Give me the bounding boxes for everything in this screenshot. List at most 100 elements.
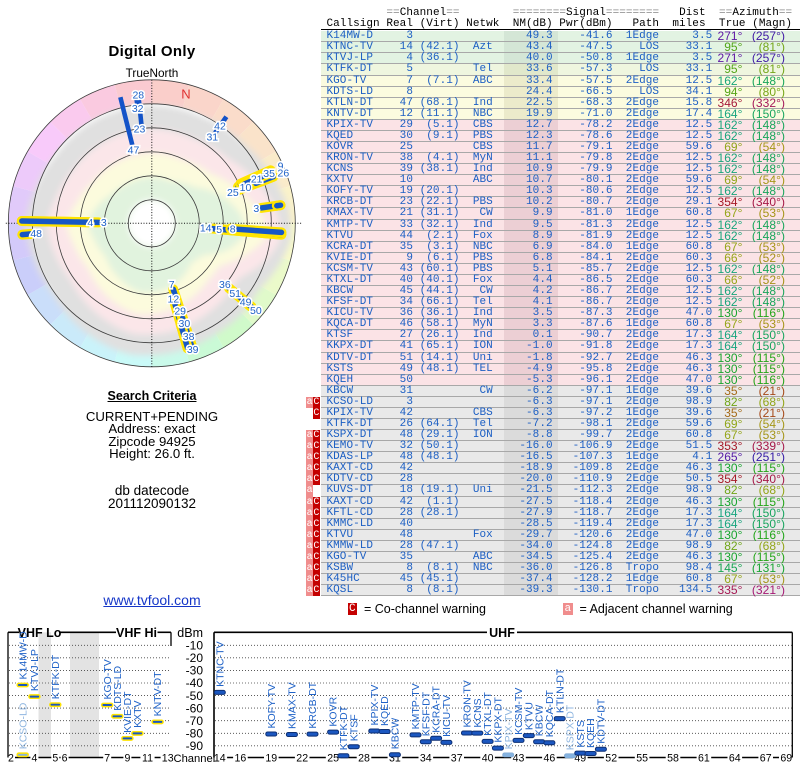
svg-text:7: 7 <box>104 752 110 764</box>
svg-text:16: 16 <box>235 752 247 764</box>
svg-text:KQED: KQED <box>379 696 391 726</box>
svg-text:TrueNorth: TrueNorth <box>126 66 179 80</box>
svg-text:31: 31 <box>206 132 218 144</box>
svg-text:9: 9 <box>278 161 284 173</box>
svg-text:KRON-TV: KRON-TV <box>462 680 474 727</box>
svg-text:35: 35 <box>263 168 275 180</box>
svg-text:KTFK-DT: KTFK-DT <box>50 654 62 699</box>
svg-text:KTXL-DT: KTXL-DT <box>482 692 494 736</box>
svg-text:KNTV-DT: KNTV-DT <box>152 671 164 717</box>
svg-text:32: 32 <box>132 103 144 115</box>
svg-text:5: 5 <box>216 224 222 236</box>
svg-text:25: 25 <box>227 187 239 199</box>
svg-text:KDTV-DT: KDTV-DT <box>596 698 608 744</box>
svg-text:58: 58 <box>667 752 679 764</box>
svg-text:14: 14 <box>214 752 226 764</box>
svg-text:50: 50 <box>250 305 262 317</box>
svg-text:KDTS-LD: KDTS-LD <box>112 665 124 710</box>
svg-text:64: 64 <box>729 752 741 764</box>
svg-text:KCSM-TV: KCSM-TV <box>513 688 525 735</box>
svg-text:KOVR: KOVR <box>328 696 340 726</box>
svg-text:Channel: Channel <box>174 753 216 765</box>
svg-text:KXTV: KXTV <box>132 700 144 727</box>
svg-text:12: 12 <box>168 293 180 305</box>
svg-text:K14MW-D: K14MW-D <box>17 631 29 680</box>
svg-text:37: 37 <box>451 752 463 764</box>
svg-text:KICU-TV: KICU-TV <box>441 695 453 737</box>
svg-text:-50: -50 <box>186 689 204 703</box>
svg-text:3: 3 <box>101 217 107 229</box>
svg-text:13: 13 <box>162 752 174 764</box>
svg-text:36: 36 <box>219 279 231 291</box>
svg-text:KPIX-TV: KPIX-TV <box>369 685 381 726</box>
svg-text:KTVJ-LP: KTVJ-LP <box>29 649 41 691</box>
svg-text:KOFY-TV: KOFY-TV <box>266 684 278 729</box>
svg-text:-70: -70 <box>186 714 204 728</box>
svg-text:29: 29 <box>174 305 186 317</box>
svg-text:dBm: dBm <box>177 626 203 640</box>
svg-text:KPIX-TV: KPIX-TV <box>503 709 515 750</box>
svg-text:-90: -90 <box>186 739 204 753</box>
svg-text:-40: -40 <box>186 676 204 690</box>
svg-text:KBCW: KBCW <box>390 718 402 750</box>
svg-text:47: 47 <box>128 144 140 156</box>
svg-text:KGO-TV: KGO-TV <box>102 659 114 699</box>
svg-text:11: 11 <box>142 752 153 764</box>
svg-text:-10: -10 <box>186 639 204 653</box>
svg-text:-60: -60 <box>186 701 204 715</box>
svg-text:6: 6 <box>62 752 68 764</box>
svg-text:26: 26 <box>278 168 290 180</box>
svg-text:49: 49 <box>240 297 252 309</box>
svg-text:-80: -80 <box>186 727 204 741</box>
svg-text:2: 2 <box>8 752 14 764</box>
svg-text:28: 28 <box>132 90 144 102</box>
svg-text:KQCA-DT: KQCA-DT <box>544 689 556 737</box>
svg-text:VHF Lo: VHF Lo <box>18 626 62 640</box>
svg-text:KBCW: KBCW <box>534 705 546 737</box>
svg-text:N: N <box>181 87 190 102</box>
svg-text:KKPX-DT: KKPX-DT <box>493 697 505 743</box>
svg-text:28: 28 <box>358 752 370 764</box>
svg-text:23: 23 <box>134 124 146 136</box>
svg-text:30: 30 <box>179 318 191 330</box>
svg-text:10: 10 <box>240 182 252 194</box>
svg-text:-30: -30 <box>186 664 204 678</box>
svg-text:21: 21 <box>251 173 263 185</box>
svg-text:5: 5 <box>52 752 58 764</box>
svg-text:9: 9 <box>124 752 130 764</box>
svg-text:KFSF-DT: KFSF-DT <box>420 691 432 736</box>
svg-text:KSTS: KSTS <box>575 720 587 747</box>
svg-text:KRCB-DT: KRCB-DT <box>307 681 319 728</box>
svg-text:KQEH: KQEH <box>585 718 597 748</box>
svg-text:KTFK-DT: KTFK-DT <box>338 705 350 750</box>
svg-text:31: 31 <box>389 752 401 764</box>
svg-text:51: 51 <box>229 288 241 300</box>
svg-text:KSPX-DT: KSPX-DT <box>565 704 577 750</box>
svg-text:KTVU: KTVU <box>523 702 535 730</box>
svg-text:4: 4 <box>87 217 93 229</box>
svg-text:43: 43 <box>513 752 525 764</box>
svg-text:69: 69 <box>780 752 792 764</box>
svg-text:KCRA-DT: KCRA-DT <box>431 686 443 733</box>
svg-text:UHF: UHF <box>489 626 515 640</box>
svg-text:KMAX-TV: KMAX-TV <box>287 682 299 729</box>
svg-text:KTLN-DT: KTLN-DT <box>554 668 566 713</box>
svg-text:39: 39 <box>187 344 199 356</box>
svg-text:VHF Hi: VHF Hi <box>116 626 157 640</box>
svg-text:61: 61 <box>698 752 710 764</box>
svg-text:48: 48 <box>30 228 42 240</box>
svg-text:42: 42 <box>214 121 226 133</box>
svg-text:-20: -20 <box>186 651 204 665</box>
svg-text:KVIE-DT: KVIE-DT <box>122 691 134 733</box>
svg-text:19: 19 <box>265 752 277 764</box>
svg-text:KTNC-TV: KTNC-TV <box>214 641 226 687</box>
svg-text:22: 22 <box>296 752 308 764</box>
svg-text:8: 8 <box>230 224 236 236</box>
svg-text:67: 67 <box>760 752 772 764</box>
svg-text:38: 38 <box>183 331 195 343</box>
svg-text:KTSF: KTSF <box>348 714 360 741</box>
svg-text:46: 46 <box>544 752 556 764</box>
svg-text:14: 14 <box>200 223 212 235</box>
svg-text:40: 40 <box>482 752 494 764</box>
svg-text:55: 55 <box>636 752 648 764</box>
